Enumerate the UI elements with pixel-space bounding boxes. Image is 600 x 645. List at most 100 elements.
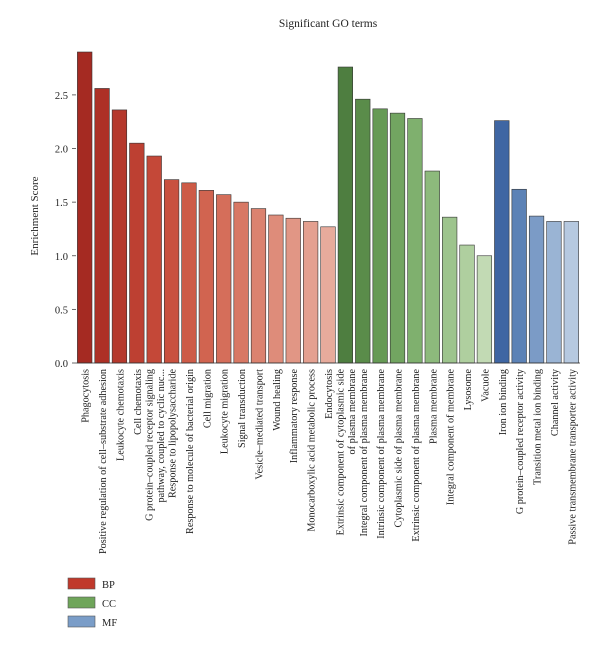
x-tick-label: pathway, coupled to cyclic nuc... <box>156 369 167 502</box>
x-tick-label: Channel activity <box>550 368 561 436</box>
y-tick-label: 1.0 <box>55 252 68 263</box>
y-tick-label: 2.5 <box>55 91 68 102</box>
x-tick-label-group: Inflammatory response <box>289 369 300 464</box>
x-tick-label-group: G protein–coupled receptor activity <box>515 368 526 514</box>
bar-5 <box>163 179 180 364</box>
x-tick-label: G protein–coupled receptor activity <box>515 368 526 514</box>
bar-17 <box>372 108 388 364</box>
x-tick-label-group: Passive transmembrane transporter activi… <box>567 368 578 545</box>
bar-20 <box>424 170 440 364</box>
x-tick-label-group: Cell chemotaxis <box>133 369 144 435</box>
x-tick-labels: Phagocytosis Positive regulation of cell–… <box>81 368 579 554</box>
bar-21 <box>442 216 458 364</box>
bar-14 <box>320 226 336 364</box>
x-tick-label-group: Extrinsic component of plasma membrane <box>411 369 422 542</box>
x-tick-label-group: Intrinsic component of plasma membrane <box>376 369 387 539</box>
bar-24 <box>494 120 510 364</box>
bar-18 <box>389 112 406 364</box>
x-tick-label: Wound healing <box>272 369 283 431</box>
bars-group <box>76 51 580 364</box>
x-tick-label-group: Signal transduction <box>237 369 248 448</box>
x-tick-label: Intrinsic component of plasma membrane <box>376 369 387 539</box>
bar-25 <box>511 188 527 364</box>
legend-swatch-bp <box>67 577 96 590</box>
bar-3 <box>129 142 145 364</box>
x-tick-label: Signal transduction <box>237 369 248 448</box>
bar-2 <box>111 109 128 364</box>
x-tick-label: Cell chemotaxis <box>133 369 144 435</box>
x-tick-label: Cytoplasmic side of plasma membrane <box>394 369 405 528</box>
legend: BP CC MF <box>67 577 117 629</box>
bar-16 <box>355 98 371 364</box>
x-tick-label-group: Phagocytosis <box>81 369 92 423</box>
x-tick-label: Vesicle–mediated transport <box>254 369 265 480</box>
x-tick-label: Cell migration <box>202 369 213 428</box>
y-axis: 0.0 0.5 1.0 1.5 2.0 2.5 <box>55 91 76 370</box>
x-tick-label: Response to molecule of bacterial origin <box>185 369 196 534</box>
x-tick-label-group: Channel activity <box>550 368 561 436</box>
bar-23 <box>476 255 493 364</box>
x-tick-label: Passive transmembrane transporter activi… <box>567 368 578 545</box>
x-tick-label-group: Monocarboxylic acid metabolic process <box>307 369 318 532</box>
bar-11 <box>268 214 284 364</box>
x-tick-label-group: Integral component of membrane <box>446 369 457 506</box>
y-tick-label: 1.5 <box>55 198 68 209</box>
x-tick-label-group: Cytoplasmic side of plasma membrane <box>394 369 405 528</box>
x-tick-label: of plasma membrane <box>347 369 358 455</box>
x-tick-label-group: Vesicle–mediated transport <box>254 369 265 480</box>
bar-1 <box>94 88 110 364</box>
x-tick-label-group: Transition metal ion binding <box>533 369 544 485</box>
bar-7 <box>198 190 214 364</box>
y-axis-label: Enrichment Score <box>29 176 41 255</box>
bar-28 <box>563 221 579 364</box>
bar-26 <box>528 215 545 364</box>
x-tick-label: Leukocyte chemotaxis <box>115 369 126 461</box>
x-tick-label: Iron ion binding <box>498 369 509 435</box>
x-tick-label: Lysosome <box>463 369 474 411</box>
x-tick-label: Vacuole <box>480 369 491 402</box>
bar-22 <box>459 244 475 364</box>
x-tick-label: Phagocytosis <box>81 369 92 423</box>
x-tick-label-group: Extrinsic component of cytoplasmic side o… <box>336 369 359 536</box>
x-tick-label: Response to lipopolysaccharide <box>168 369 179 498</box>
bar-19 <box>407 118 423 364</box>
bar-10 <box>250 208 267 364</box>
bar-0 <box>77 51 93 364</box>
x-tick-label-group: Leukocyte migration <box>220 369 231 454</box>
x-tick-label: Extrinsic component of plasma membrane <box>411 369 422 542</box>
x-tick-label-group: Response to lipopolysaccharide <box>168 369 179 498</box>
y-tick-label: 0.0 <box>55 359 68 370</box>
x-tick-label: Inflammatory response <box>289 369 300 464</box>
bar-15 <box>337 66 353 364</box>
bar-6 <box>181 182 197 364</box>
x-tick-label-group: Lysosome <box>463 369 474 411</box>
bar-4 <box>146 155 162 364</box>
x-tick-label-group: Vacuole <box>480 369 491 402</box>
y-tick-label: 0.5 <box>55 305 68 316</box>
y-tick-label: 2.0 <box>55 145 68 156</box>
x-tick-label-group: Leukocyte chemotaxis <box>115 369 126 461</box>
x-tick-label-group: Cell migration <box>202 369 213 428</box>
x-tick-label-group: Plasma membrane <box>428 369 439 444</box>
x-tick-label-group: Integral component of plasma membrane <box>359 369 370 537</box>
bar-9 <box>233 201 249 364</box>
legend-label: MF <box>102 618 117 629</box>
x-tick-label: Monocarboxylic acid metabolic process <box>307 369 318 532</box>
legend-label: CC <box>102 599 116 610</box>
x-tick-label: Integral component of plasma membrane <box>359 369 370 537</box>
legend-swatch-cc <box>67 596 96 609</box>
x-tick-label: Extrinsic component of cytoplasmic side <box>336 369 347 536</box>
x-tick-label: G protein–coupled receptor signaling <box>144 369 155 521</box>
x-tick-label: Leukocyte migration <box>220 369 231 454</box>
legend-label: BP <box>102 580 115 591</box>
x-tick-label: Positive regulation of cell–substrate ad… <box>98 369 109 554</box>
legend-swatch-mf <box>67 615 96 628</box>
bar-12 <box>285 217 301 364</box>
bar-8 <box>216 194 232 364</box>
x-tick-label-group: Endocytosis <box>324 369 335 419</box>
x-tick-label-group: Response to molecule of bacterial origin <box>185 369 196 534</box>
bar-13 <box>303 221 319 364</box>
x-tick-label: Transition metal ion binding <box>533 369 544 485</box>
bar-27 <box>546 221 562 364</box>
